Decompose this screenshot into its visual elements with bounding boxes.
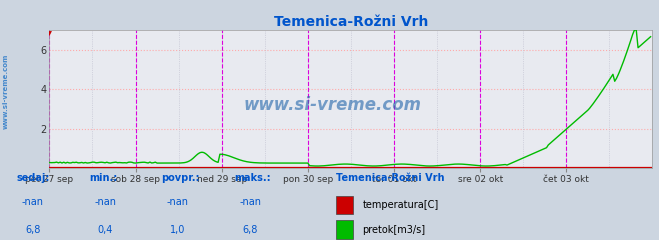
Text: pretok[m3/s]: pretok[m3/s] (362, 225, 426, 235)
Text: -nan: -nan (94, 197, 117, 207)
Text: 1,0: 1,0 (170, 225, 186, 235)
Text: 6,8: 6,8 (243, 225, 258, 235)
Text: www.si-vreme.com: www.si-vreme.com (244, 96, 422, 114)
Bar (336, 196, 353, 215)
Text: 0,4: 0,4 (98, 225, 113, 235)
Text: sedaj:: sedaj: (16, 173, 50, 183)
Bar (336, 220, 353, 239)
Text: -nan: -nan (239, 197, 262, 207)
Text: -nan: -nan (22, 197, 44, 207)
Text: povpr.:: povpr.: (161, 173, 200, 183)
Text: temperatura[C]: temperatura[C] (362, 200, 439, 210)
Text: www.si-vreme.com: www.si-vreme.com (2, 54, 9, 129)
Text: maks.:: maks.: (234, 173, 271, 183)
Text: Temenica-Rožni Vrh: Temenica-Rožni Vrh (336, 173, 445, 183)
Text: 6,8: 6,8 (25, 225, 41, 235)
Text: -nan: -nan (167, 197, 189, 207)
Text: min.:: min.: (89, 173, 117, 183)
Title: Temenica-Rožni Vrh: Temenica-Rožni Vrh (273, 15, 428, 29)
